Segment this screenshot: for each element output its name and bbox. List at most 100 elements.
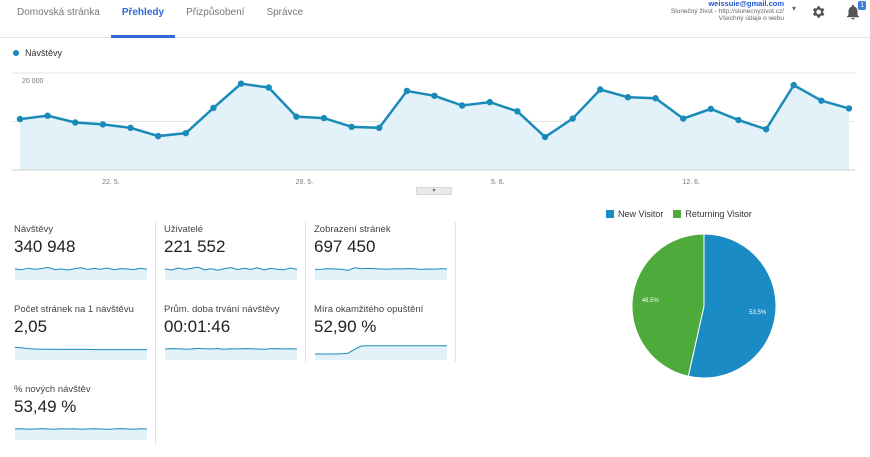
data-point — [624, 94, 632, 101]
data-point — [514, 108, 521, 115]
metric-value: 00:01:46 — [164, 317, 231, 336]
data-point — [72, 119, 79, 126]
x-tick-label: 22. 5. — [102, 179, 120, 186]
data-point — [403, 87, 411, 95]
metric-tile[interactable]: Prům. doba trvání návštěvy 00:01:46 — [164, 304, 304, 366]
metric-sparkline — [164, 266, 298, 280]
metric-sparkline — [164, 347, 298, 360]
metric-value: 221 552 — [164, 237, 226, 256]
data-point — [293, 113, 300, 120]
x-tick-label: 12. 6. — [682, 179, 700, 186]
data-point — [210, 104, 217, 112]
metric-tile[interactable]: Počet stránek na 1 návštěvu 2,05 — [14, 304, 154, 366]
metric-tile[interactable]: Návštěvy 340 948 — [14, 224, 154, 286]
sparkline-area — [165, 348, 297, 360]
data-point — [762, 126, 770, 133]
sparkline-area — [15, 267, 147, 280]
data-point — [790, 81, 797, 89]
metric-sparkline — [14, 428, 148, 440]
legend-label: Návštěvy — [25, 48, 63, 58]
data-point — [320, 114, 328, 122]
series-area — [20, 83, 849, 170]
sparkline-line — [14, 346, 147, 351]
sparkline-line — [164, 347, 298, 350]
metric-value: 52,90 % — [314, 317, 377, 336]
divider — [455, 222, 456, 362]
bell-icon[interactable] — [844, 3, 862, 21]
data-point — [16, 115, 24, 123]
tab-home[interactable]: Domovská stránka — [17, 7, 100, 18]
divider — [305, 222, 306, 362]
tab-customization[interactable]: Přizpůsobení — [186, 7, 245, 18]
sparkline-line — [314, 267, 448, 271]
tab-reports[interactable]: Přehledy — [110, 0, 176, 38]
account-view: Všechny údaje o webu — [718, 15, 784, 22]
legend-swatch-returning — [673, 210, 682, 218]
pie-slice-label: 53.5% — [749, 310, 767, 316]
data-point — [569, 115, 576, 122]
account-property: Slunečný život - http://slunecnyzivot.cz… — [670, 7, 784, 15]
metric-value: 697 450 — [314, 237, 376, 256]
pie-slice — [631, 234, 705, 377]
sparkline-line — [315, 345, 447, 355]
metric-label: Zobrazení stránek — [314, 224, 391, 235]
metric-tile[interactable]: Míra okamžitého opuštění 52,90 % — [314, 304, 454, 366]
metric-sparkline — [14, 346, 147, 360]
pie-legend-item[interactable]: New Visitor — [606, 209, 663, 219]
legend-swatch-new — [606, 210, 614, 218]
data-point — [127, 124, 134, 132]
data-point — [458, 102, 466, 109]
metric-tile[interactable]: Zobrazení stránek 697 450 — [314, 224, 454, 286]
data-point — [99, 121, 107, 128]
metric-value: 53,49 % — [14, 397, 77, 416]
data-point — [818, 97, 825, 104]
metric-value: 2,05 — [14, 317, 48, 336]
nav-tabs: Domovská stránka Přehledy Přizpůsobení S… — [6, 0, 314, 38]
tab-admin[interactable]: Správce — [266, 7, 304, 18]
data-point — [237, 80, 245, 87]
data-point — [680, 115, 687, 122]
metric-label: Prům. doba trvání návštěvy — [164, 304, 280, 315]
data-point — [44, 112, 51, 119]
data-point — [541, 133, 549, 141]
line-chart-legend: Návštěvy — [13, 48, 62, 58]
data-point — [597, 86, 604, 93]
metric-sparkline — [14, 266, 148, 280]
metric-tile[interactable]: Uživatelé 221 552 — [164, 224, 304, 286]
data-point — [652, 95, 659, 102]
metric-label: Uživatelé — [164, 224, 204, 235]
pie-legend: New Visitor Returning Visitor — [606, 209, 752, 219]
notification-badge: 1 — [858, 1, 866, 10]
sparkline-line — [14, 266, 148, 271]
chevron-down-icon[interactable]: ▾ — [791, 4, 796, 13]
metric-sparkline — [314, 267, 448, 280]
sparkline-area — [15, 347, 147, 360]
account-selector[interactable]: weissuie@gmail.com Slunečný život - http… — [671, 0, 784, 23]
sparkline-area — [15, 428, 147, 440]
x-tick-label: 5. 6. — [491, 179, 505, 186]
metric-tile[interactable]: % nových návštěv 53,49 % — [14, 384, 154, 446]
data-point — [348, 123, 355, 131]
metric-value: 340 948 — [14, 237, 76, 256]
gear-icon[interactable] — [810, 4, 826, 20]
pie-legend-item[interactable]: Returning Visitor — [673, 209, 752, 219]
metric-label: Návštěvy — [14, 224, 54, 235]
sparkline-area — [315, 267, 447, 280]
divider — [155, 222, 156, 444]
collapse-handle-icon[interactable]: ▾ — [416, 187, 452, 195]
data-point — [845, 105, 853, 112]
metric-label: Míra okamžitého opuštění — [314, 304, 424, 315]
data-point — [154, 132, 162, 140]
sparkline-line — [14, 428, 148, 430]
metric-sparkline — [315, 345, 447, 360]
data-point — [376, 124, 383, 132]
visitor-type-pie-chart: 53.5% 46.5% — [631, 234, 777, 379]
data-point — [182, 129, 189, 137]
sparkline-area — [315, 345, 447, 360]
legend-marker — [13, 50, 19, 56]
data-point — [707, 105, 715, 113]
top-nav-bar: Domovská stránka Přehledy Přizpůsobení S… — [0, 0, 870, 38]
x-tick-label: 29. 5. — [296, 179, 314, 186]
legend-label-returning: Returning Visitor — [685, 209, 752, 219]
